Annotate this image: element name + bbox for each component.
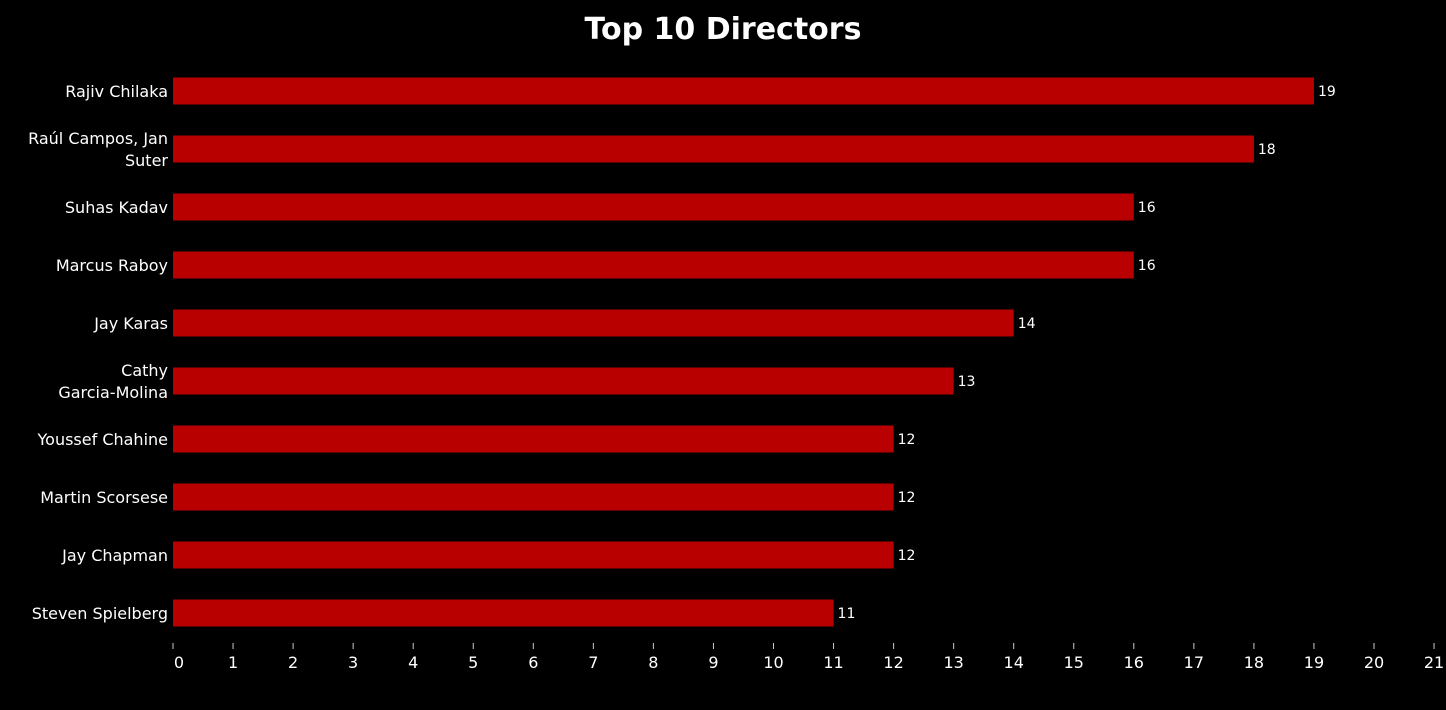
bar xyxy=(173,483,894,511)
x-tick-label: 17 xyxy=(1184,653,1204,672)
bar xyxy=(173,541,894,569)
x-tick-label: 14 xyxy=(1004,653,1024,672)
x-tick-label: 2 xyxy=(288,653,298,672)
x-tick-label: 12 xyxy=(883,653,903,672)
x-tick-label: 5 xyxy=(468,653,478,672)
x-tick-label: 10 xyxy=(763,653,783,672)
x-tick-label: 19 xyxy=(1304,653,1324,672)
data-label: 16 xyxy=(1138,200,1156,216)
category-label: Jay Karas xyxy=(93,314,168,333)
bar xyxy=(173,425,894,453)
category-label: Steven Spielberg xyxy=(32,604,168,623)
category-label: Martin Scorsese xyxy=(40,488,168,507)
x-tick-label: 8 xyxy=(648,653,658,672)
x-tick-label: 11 xyxy=(823,653,843,672)
data-label: 11 xyxy=(838,606,856,622)
data-label: 12 xyxy=(898,432,916,448)
x-tick-label: 21 xyxy=(1424,653,1444,672)
category-label: Cathy Garcia-Molina xyxy=(58,361,168,402)
data-label: 13 xyxy=(958,374,976,390)
data-label: 19 xyxy=(1318,84,1336,100)
x-tick-label: 18 xyxy=(1244,653,1264,672)
data-label: 14 xyxy=(1018,316,1036,332)
bar xyxy=(173,77,1314,105)
x-tick-label: 0 xyxy=(174,653,184,672)
bar xyxy=(173,309,1014,337)
x-tick-label: 6 xyxy=(528,653,538,672)
category-label: Jay Chapman xyxy=(61,546,168,565)
data-label: 12 xyxy=(898,548,916,564)
data-label: 18 xyxy=(1258,142,1276,158)
category-label: Youssef Chahine xyxy=(37,430,169,449)
bar xyxy=(173,251,1134,279)
x-tick-label: 1 xyxy=(228,653,238,672)
x-tick-label: 3 xyxy=(348,653,358,672)
category-label: Suhas Kadav xyxy=(65,198,168,217)
category-label: Raúl Campos, Jan Suter xyxy=(28,129,168,170)
category-label: Rajiv Chilaka xyxy=(65,82,168,101)
x-tick-label: 16 xyxy=(1124,653,1144,672)
data-label: 12 xyxy=(898,490,916,506)
x-tick-label: 7 xyxy=(588,653,598,672)
x-tick-label: 20 xyxy=(1364,653,1384,672)
bar xyxy=(173,367,954,395)
bar xyxy=(173,599,834,627)
data-label: 16 xyxy=(1138,258,1156,274)
x-tick-label: 15 xyxy=(1064,653,1084,672)
x-tick-label: 9 xyxy=(708,653,718,672)
category-label: Marcus Raboy xyxy=(56,256,168,275)
x-tick-label: 4 xyxy=(408,653,418,672)
bar xyxy=(173,135,1254,163)
x-tick-label: 13 xyxy=(943,653,963,672)
bar xyxy=(173,193,1134,221)
chart-title: Top 10 Directors xyxy=(584,12,862,47)
